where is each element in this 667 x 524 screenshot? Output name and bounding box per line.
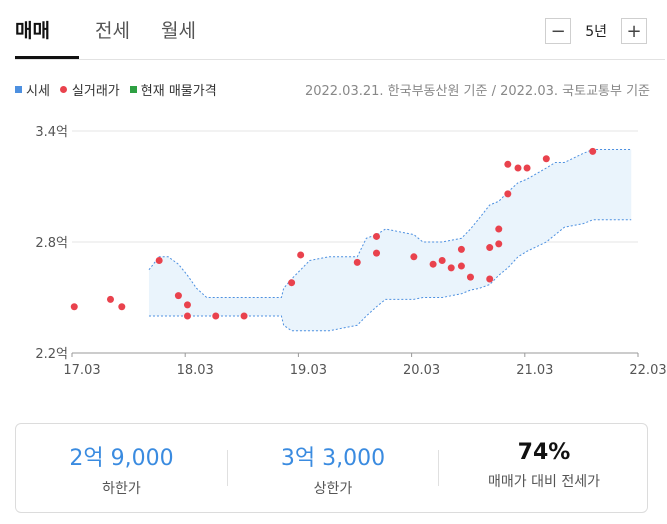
legend-item-actual-trade: 실거래가: [59, 80, 120, 99]
trade-point: [429, 260, 437, 268]
market-price-band: [148, 149, 632, 331]
trade-point: [373, 232, 381, 240]
zoom-out-button[interactable]: −: [545, 18, 572, 44]
low-price-label: 하한가: [102, 481, 141, 497]
low-price-value: 2억 9,000: [69, 446, 174, 471]
divider: [227, 450, 228, 486]
trade-point: [212, 312, 220, 320]
trade-point: [504, 160, 512, 168]
trade-point: [118, 303, 126, 311]
trade-point: [457, 245, 465, 253]
trade-point: [486, 275, 494, 283]
legend-label: 시세: [26, 84, 50, 99]
legend-label: 현재 매물가격: [140, 84, 217, 99]
trade-point: [486, 244, 494, 252]
trade-point: [288, 279, 296, 287]
legend-swatch-dot: [59, 86, 67, 93]
x-tick-label: 22.03: [629, 363, 666, 378]
high-price-label: 상한가: [313, 481, 353, 497]
x-tick-label: 19.03: [290, 363, 327, 378]
deal-type-tabs: 매매 전세 월세: [15, 0, 665, 60]
trade-point: [438, 257, 446, 264]
x-tick-label: 17.03: [63, 363, 100, 378]
trade-point: [495, 225, 503, 233]
trade-point: [373, 249, 381, 257]
trade-point: [457, 262, 465, 270]
x-tick-label: 20.03: [403, 363, 440, 378]
trade-point: [155, 257, 163, 264]
trade-point: [297, 251, 305, 259]
high-price-value: 3억 3,000: [280, 446, 386, 471]
trade-point: [183, 312, 191, 320]
trade-point: [106, 295, 114, 303]
summary-low: 2억 9,000 하한가: [16, 424, 227, 512]
y-tick-label: 2.2억: [35, 347, 68, 362]
legend-item-listing-price: 현재 매물가격: [129, 80, 217, 99]
trade-point: [542, 155, 550, 163]
trade-point: [466, 273, 474, 281]
trade-point: [504, 190, 512, 198]
market-price-lower-line: [148, 219, 632, 332]
trade-point: [353, 258, 361, 266]
active-tab-indicator: [15, 56, 79, 59]
tab-monthly-rent[interactable]: 월세: [161, 20, 196, 42]
y-tick-label: 2.8억: [35, 236, 68, 251]
trade-point: [410, 253, 418, 261]
trade-point: [447, 264, 455, 272]
trade-point: [589, 147, 597, 155]
period-control: − 5년 +: [545, 18, 647, 44]
trade-point: [523, 164, 531, 172]
period-value: 5년: [585, 24, 607, 40]
jeonse-ratio-value: 74%: [517, 440, 571, 465]
tab-jeonse[interactable]: 전세: [95, 20, 130, 42]
jeonse-ratio-label: 매매가 대비 전세가: [488, 474, 600, 490]
y-tick-label: 3.4억: [35, 125, 68, 140]
legend-label: 실거래가: [71, 84, 120, 99]
chart-legend: 시세 실거래가 현재 매물가격: [15, 80, 227, 99]
legend-swatch-square: [15, 86, 22, 93]
trade-point: [514, 164, 522, 172]
trade-point: [495, 240, 503, 248]
trade-point: [240, 312, 248, 320]
summary-ratio: 74% 매매가 대비 전세가: [439, 424, 649, 512]
divider: [438, 450, 439, 486]
tab-sale[interactable]: 매매: [15, 20, 50, 42]
x-tick-label: 18.03: [177, 363, 214, 378]
legend-swatch-square: [129, 86, 137, 93]
trade-point: [183, 301, 191, 309]
data-source-note: 2022.03.21. 한국부동산원 기준 / 2022.03. 국토교통부 기…: [304, 84, 650, 99]
trade-point: [174, 292, 182, 300]
summary-high: 3억 3,000 상한가: [228, 424, 438, 512]
zoom-in-button[interactable]: +: [621, 18, 647, 44]
trade-point: [70, 303, 78, 311]
market-price-upper-line: [148, 149, 632, 298]
legend-item-market-price: 시세: [15, 80, 50, 99]
price-summary-card: 2억 9,000 하한가 3억 3,000 상한가 74% 매매가 대비 전세가: [15, 423, 648, 513]
x-tick-label: 21.03: [516, 363, 553, 378]
